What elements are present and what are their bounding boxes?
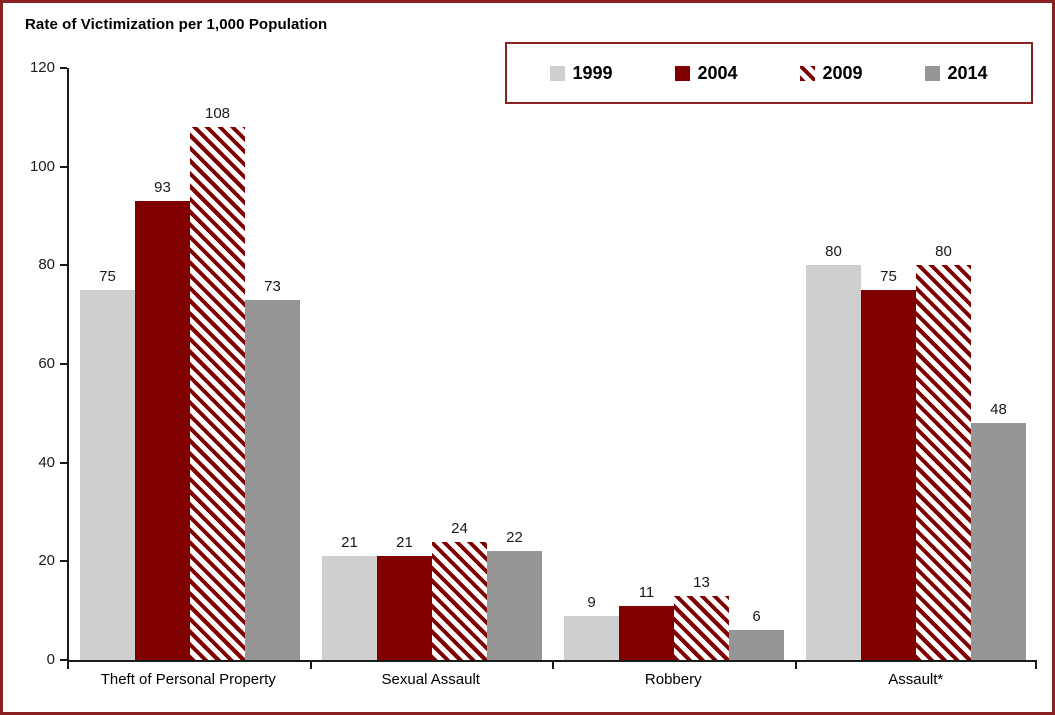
x-tick-mark-0 (67, 662, 69, 669)
bar-2014-theft-of-personal-property: 73 (245, 278, 300, 660)
y-tick-mark-100 (60, 165, 67, 168)
x-tick-mark-1 (309, 662, 312, 669)
bar-fill (245, 299, 300, 660)
bar-group-sexual-assault: 21 21 24 22 (311, 68, 553, 660)
category-label-assault: Assault* (888, 671, 944, 688)
bar-value-label: 11 (638, 583, 655, 601)
legend-swatch-2009 (800, 65, 816, 81)
legend-item-2004: 2004 (675, 62, 738, 84)
bar-fill (729, 630, 784, 660)
bar-value-label: 73 (264, 277, 281, 295)
bar-value-label: 93 (154, 179, 171, 197)
x-tick-mark-3 (794, 662, 797, 669)
bar-group-assault: 80 75 80 48 (795, 68, 1037, 660)
bar-value-label: 9 (587, 593, 596, 611)
bar-1999-assault: 80 (806, 243, 861, 660)
y-tick-label-40: 40 (38, 453, 55, 471)
bar-fill (564, 615, 619, 660)
y-tick-mark-20 (60, 560, 67, 563)
y-tick-mark-80 (60, 264, 67, 267)
bar-value-label: 80 (825, 243, 842, 261)
bar-value-label: 75 (880, 268, 897, 285)
bar-fill (432, 541, 487, 660)
legend-label-2009: 2009 (822, 62, 863, 83)
bar-value-label: 13 (693, 573, 710, 591)
y-tick-label-80: 80 (38, 256, 55, 274)
bar-fill (619, 605, 674, 660)
legend-item-1999: 1999 (550, 62, 613, 84)
legend-item-2014: 2014 (925, 62, 988, 84)
y-tick-label-0: 0 (46, 651, 55, 668)
bar-value-label: 21 (396, 534, 413, 552)
legend-label-1999: 1999 (572, 62, 613, 83)
category-label-sexual-assault: Sexual Assault (381, 671, 480, 688)
y-tick-label-120: 120 (29, 59, 55, 76)
bar-fill (135, 201, 190, 660)
x-tick-mark-2 (552, 662, 554, 669)
bar-2014-robbery: 6 (729, 608, 784, 660)
y-tick-label-100: 100 (29, 157, 55, 175)
bar-group-theft-of-personal-property: 75 93 108 73 (69, 68, 311, 660)
bar-2004-sexual-assault: 21 (377, 534, 432, 660)
bar-fill (674, 595, 729, 660)
bar-2009-sexual-assault: 24 (432, 520, 487, 660)
bar-2004-assault: 75 (861, 268, 916, 660)
y-tick-mark-0 (60, 659, 67, 661)
bar-2004-robbery: 11 (619, 584, 674, 660)
bar-fill (377, 556, 432, 660)
legend-swatch-2014 (925, 65, 941, 81)
legend-swatch-1999 (550, 65, 566, 81)
bar-fill (806, 265, 861, 660)
y-tick-mark-60 (60, 363, 67, 365)
bar-value-label: 24 (451, 519, 468, 537)
bar-fill (322, 556, 377, 660)
bar-fill (861, 290, 916, 660)
bar-value-label: 22 (506, 529, 523, 547)
bar-value-label: 21 (341, 534, 358, 552)
legend-label-2004: 2004 (697, 62, 738, 83)
x-tick-mark-4 (1035, 662, 1037, 669)
bar-2009-robbery: 13 (674, 574, 729, 660)
plot-area: 75 93 108 73 21 21 24 22 9 11 13 6 80 75 80 48 (69, 68, 1037, 660)
legend-swatch-2004 (675, 65, 691, 81)
bar-2009-assault: 80 (916, 243, 971, 660)
legend-item-2009: 2009 (800, 62, 863, 84)
category-axis-labels: Theft of Personal Property Sexual Assault… (67, 671, 1037, 688)
category-label-robbery: Robbery (644, 671, 702, 688)
bar-1999-theft-of-personal-property: 75 (80, 268, 135, 660)
bar-group-robbery: 9 11 13 6 (553, 68, 795, 660)
chart-title: Rate of Victimization per 1,000 Populati… (25, 16, 328, 33)
bar-fill (80, 290, 135, 660)
x-axis-line (67, 660, 1037, 662)
bar-2004-theft-of-personal-property: 93 (135, 179, 190, 660)
bar-fill (916, 265, 971, 660)
bar-1999-sexual-assault: 21 (322, 534, 377, 660)
bar-2014-sexual-assault: 22 (487, 529, 542, 660)
y-tick-label-20: 20 (38, 552, 55, 570)
bar-value-label: 108 (204, 105, 231, 123)
bar-value-label: 6 (752, 608, 761, 626)
bar-value-label: 75 (99, 268, 116, 285)
bar-2009-theft-of-personal-property: 108 (190, 105, 245, 660)
bar-fill (190, 127, 245, 660)
bar-fill (487, 551, 542, 660)
legend-label-2014: 2014 (947, 62, 988, 83)
category-label-theft-of-personal-property: Theft of Personal Property (100, 671, 276, 688)
bar-2014-assault: 48 (971, 401, 1026, 660)
bar-value-label: 80 (935, 243, 952, 261)
bar-value-label: 48 (990, 401, 1007, 419)
bar-1999-robbery: 9 (564, 594, 619, 660)
bar-fill (971, 423, 1026, 660)
legend: 1999 2004 2009 2014 (505, 42, 1033, 104)
y-tick-mark-120 (60, 67, 67, 69)
y-tick-mark-40 (60, 461, 67, 464)
y-axis-line (67, 68, 69, 662)
y-tick-label-60: 60 (38, 355, 55, 372)
